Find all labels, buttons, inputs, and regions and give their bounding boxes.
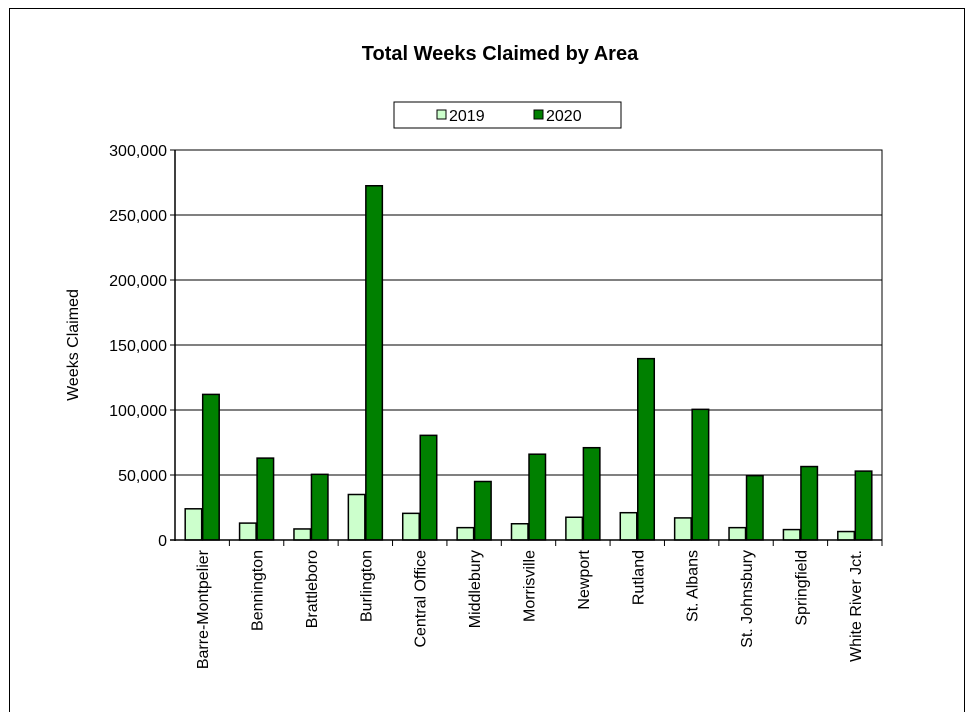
- bar-2019-springfield: [782, 528, 801, 541]
- plot-area: 0 50,000 100,000 150,000 200,000 250,000 300,0…: [109, 143, 883, 669]
- bar-2019-white-river-jct: [837, 530, 856, 541]
- bar-2019-newport: [565, 516, 584, 541]
- y-axis-label: Weeks Claimed: [65, 289, 82, 401]
- bar-2019-brattleboro: [293, 528, 312, 541]
- bar-2019-central-office: [401, 512, 420, 541]
- x-tick-label: Brattleboro: [304, 550, 321, 628]
- x-tick-label: Springfield: [793, 550, 810, 626]
- bar-2020-barre-montpelier: [201, 393, 220, 541]
- legend-box: [393, 101, 622, 129]
- y-tick-label: 200,000: [109, 273, 167, 290]
- y-tick-label: 300,000: [109, 143, 167, 160]
- legend-label-2020: 2020: [546, 108, 582, 125]
- legend-swatch-2020: [533, 109, 544, 120]
- bar-2019-st-johnsbury: [728, 526, 747, 541]
- chart-title: Total Weeks Claimed by Area: [362, 43, 639, 65]
- y-tick-label: 250,000: [109, 208, 167, 225]
- bar-2020-white-river-jct: [854, 470, 873, 541]
- x-tick-label: Newport: [576, 549, 593, 609]
- x-tick-label: White River Jct.: [848, 550, 865, 662]
- bar-2020-central-office: [419, 434, 438, 541]
- x-tick-label: Rutland: [630, 550, 647, 605]
- x-tick-label: Barre-Montpelier: [195, 549, 212, 669]
- x-tick-label: Central Office: [413, 550, 430, 648]
- bar-2020-middlebury: [473, 480, 492, 541]
- x-tick-label: Morrisville: [522, 550, 539, 622]
- y-tick-label: 50,000: [118, 468, 167, 485]
- bar-2020-st-albans: [691, 408, 710, 541]
- bar-2020-morrisville: [528, 453, 547, 541]
- bar-2019-rutland: [619, 511, 638, 541]
- legend-swatch-2019: [436, 109, 447, 120]
- legend-label-2019: 2019: [449, 108, 485, 125]
- bar-2019-bennington: [238, 522, 257, 541]
- bar-2020-st-johnsbury: [745, 474, 764, 541]
- y-tick-label: 150,000: [109, 338, 167, 355]
- legend: 2019 2020: [393, 101, 622, 129]
- bar-2019-morrisville: [510, 523, 529, 541]
- bar-2019-burlington: [347, 493, 366, 541]
- x-tick-label: St. Johnsbury: [739, 550, 756, 648]
- bar-2020-springfield: [800, 465, 819, 541]
- y-tick-label: 0: [158, 533, 167, 550]
- x-tick-label: St. Albans: [685, 550, 702, 622]
- y-tick-label: 100,000: [109, 403, 167, 420]
- x-tick-label: Burlington: [358, 550, 375, 622]
- bar-2020-rutland: [637, 357, 656, 541]
- bar-2019-st-albans: [673, 517, 692, 541]
- bar-2019-middlebury: [456, 526, 475, 541]
- bar-2020-bennington: [256, 457, 275, 541]
- bar-2019-barre-montpelier: [184, 508, 203, 541]
- bar-2020-newport: [582, 446, 601, 541]
- x-tick-label: Middlebury: [467, 550, 484, 628]
- bar-2020-burlington: [365, 185, 384, 541]
- bar-2020-brattleboro: [310, 473, 329, 541]
- x-tick-label: Bennington: [250, 550, 267, 631]
